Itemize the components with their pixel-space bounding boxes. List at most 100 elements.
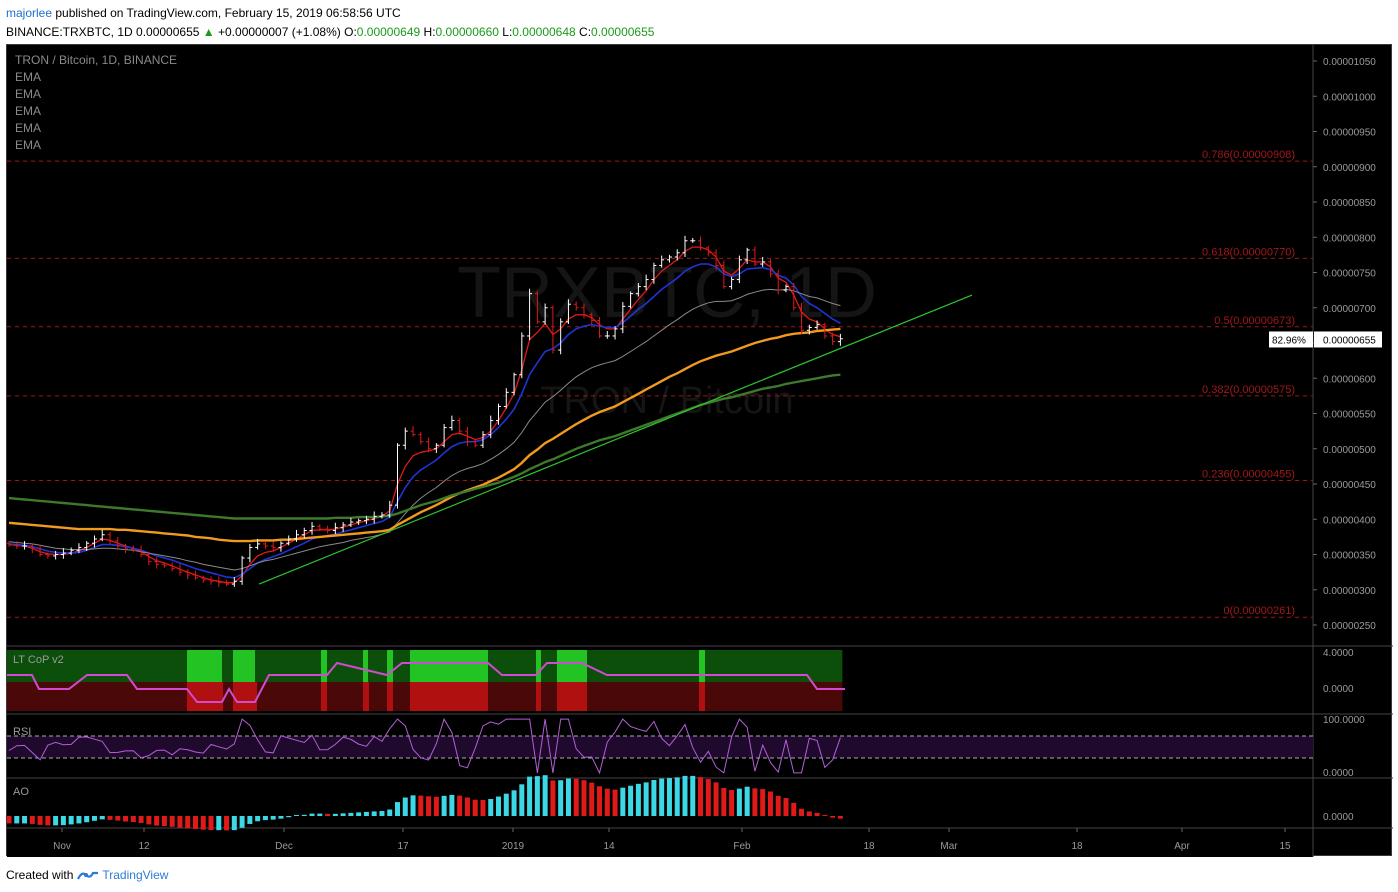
candle-81 bbox=[635, 283, 641, 297]
ao-bar-67 bbox=[527, 776, 533, 816]
candle-88 bbox=[690, 237, 696, 243]
rsi-title: RSI bbox=[13, 726, 31, 738]
candle-63 bbox=[496, 403, 502, 425]
ao-bar-70 bbox=[550, 780, 556, 816]
ao-bar-62 bbox=[488, 798, 494, 816]
ao-bar-87 bbox=[682, 775, 688, 816]
x-tick-label-9: 18 bbox=[1071, 841, 1083, 852]
candle-89 bbox=[698, 236, 704, 251]
y-tick-label-2: 0.00000950 bbox=[1323, 128, 1376, 139]
candle-39 bbox=[309, 522, 315, 535]
candle-21 bbox=[169, 562, 175, 572]
ao-bar-65 bbox=[511, 790, 517, 816]
candle-15 bbox=[123, 543, 129, 554]
ao-bar-63 bbox=[496, 796, 502, 816]
candle-38 bbox=[301, 527, 307, 539]
tradingview-brand[interactable]: TradingView bbox=[77, 864, 168, 886]
chart-frame[interactable]: TRXBTC, 1D TRON / Bitcoin 0.786(0.0000090… bbox=[6, 44, 1393, 857]
chart-canvas[interactable]: TRXBTC, 1D TRON / Bitcoin 0.786(0.0000090… bbox=[7, 45, 1393, 857]
candle-105 bbox=[822, 322, 828, 339]
ao-bar-100 bbox=[783, 798, 789, 816]
candle-32 bbox=[255, 538, 261, 550]
ao-bar-28 bbox=[224, 816, 230, 831]
candle-65 bbox=[511, 372, 517, 396]
ao-bar-66 bbox=[519, 784, 525, 816]
candle-91 bbox=[713, 249, 719, 270]
candle-37 bbox=[293, 529, 299, 542]
candle-50 bbox=[395, 443, 400, 509]
candle-96 bbox=[752, 246, 758, 267]
ao-bar-54 bbox=[426, 796, 432, 816]
y-tick-label-5: 0.00000800 bbox=[1323, 233, 1376, 244]
ao-bar-48 bbox=[379, 810, 385, 816]
ao-bar-78 bbox=[612, 789, 618, 816]
y-tick-label-15: 0.00000300 bbox=[1323, 586, 1376, 597]
cop-green-seg-4 bbox=[387, 650, 393, 682]
candle-93 bbox=[729, 276, 735, 290]
ao-bar-19 bbox=[154, 816, 160, 826]
candle-56 bbox=[441, 424, 447, 448]
ao-bar-20 bbox=[161, 816, 167, 827]
y-tick-label-14: 0.00000350 bbox=[1323, 551, 1376, 562]
ao-bar-83 bbox=[651, 780, 657, 816]
ao-bar-31 bbox=[247, 816, 253, 824]
cop-green-seg-3 bbox=[363, 650, 368, 682]
last-pct-box bbox=[1269, 331, 1313, 348]
ao-bar-81 bbox=[635, 783, 641, 816]
created-with-label: Created with bbox=[6, 868, 74, 882]
ao-bar-5 bbox=[45, 816, 51, 826]
ao-bar-104 bbox=[814, 812, 820, 816]
author-link[interactable]: majorlee bbox=[6, 6, 53, 20]
tradingview-logo-icon bbox=[77, 871, 99, 880]
candle-97 bbox=[760, 256, 766, 267]
ao-bar-18 bbox=[146, 816, 152, 825]
candle-68 bbox=[534, 290, 540, 324]
ao-bar-105 bbox=[822, 815, 828, 816]
candle-41 bbox=[325, 525, 331, 534]
fib-label-5: 0(0.00000261) bbox=[1223, 605, 1295, 617]
candle-23 bbox=[185, 569, 191, 580]
ao-bar-8 bbox=[68, 816, 74, 825]
cop-axis-top: 4.0000 bbox=[1323, 648, 1354, 659]
candle-94 bbox=[736, 255, 742, 284]
ao-bar-30 bbox=[239, 816, 245, 828]
candle-69 bbox=[542, 303, 548, 325]
candle-95 bbox=[744, 247, 750, 265]
y-tick-label-7: 0.00000700 bbox=[1323, 304, 1376, 315]
ao-axis-zero: 0.0000 bbox=[1323, 812, 1354, 823]
ao-bar-102 bbox=[799, 808, 805, 816]
rsi-line bbox=[8, 717, 841, 775]
ao-title: AO bbox=[13, 786, 29, 798]
cop-green-seg-0 bbox=[187, 650, 222, 682]
candle-53 bbox=[418, 431, 424, 445]
footer: Created with TradingView bbox=[6, 864, 168, 886]
y-tick-label-12: 0.00000450 bbox=[1323, 480, 1376, 491]
ao-bar-49 bbox=[387, 809, 393, 816]
ao-bar-55 bbox=[433, 796, 439, 816]
candle-19 bbox=[154, 557, 160, 569]
y-tick-label-13: 0.00000400 bbox=[1323, 515, 1376, 526]
ao-bar-4 bbox=[37, 816, 43, 825]
low-value: 0.00000648 bbox=[512, 25, 576, 39]
ao-bar-98 bbox=[767, 791, 773, 816]
ao-bar-29 bbox=[231, 816, 237, 831]
ao-bar-73 bbox=[573, 778, 579, 816]
candle-20 bbox=[161, 562, 167, 568]
plot-background bbox=[7, 45, 1313, 857]
rsi-axis-zero: 0.0000 bbox=[1323, 768, 1354, 779]
candle-12 bbox=[99, 529, 105, 542]
candle-103 bbox=[806, 324, 812, 335]
ao-bar-10 bbox=[84, 816, 90, 823]
ao-bar-26 bbox=[208, 816, 214, 831]
ao-bar-50 bbox=[395, 802, 400, 816]
candle-16 bbox=[130, 545, 136, 553]
cop-red-seg-8 bbox=[699, 682, 705, 711]
candle-24 bbox=[192, 570, 198, 580]
candle-7 bbox=[60, 548, 66, 559]
ao-bar-24 bbox=[192, 816, 198, 829]
ao-bar-58 bbox=[457, 795, 463, 816]
fib-label-2: 0.5(0.00000673) bbox=[1214, 315, 1295, 327]
candle-98 bbox=[767, 259, 773, 278]
ao-bar-21 bbox=[169, 816, 175, 827]
candle-55 bbox=[433, 443, 439, 453]
